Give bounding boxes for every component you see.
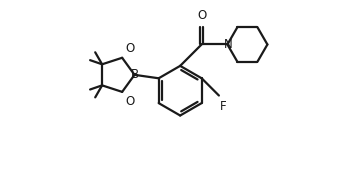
Text: O: O [197,9,206,22]
Text: O: O [125,95,134,108]
Text: O: O [125,42,134,55]
Text: B: B [131,68,139,81]
Text: F: F [220,100,227,113]
Text: N: N [223,38,232,51]
